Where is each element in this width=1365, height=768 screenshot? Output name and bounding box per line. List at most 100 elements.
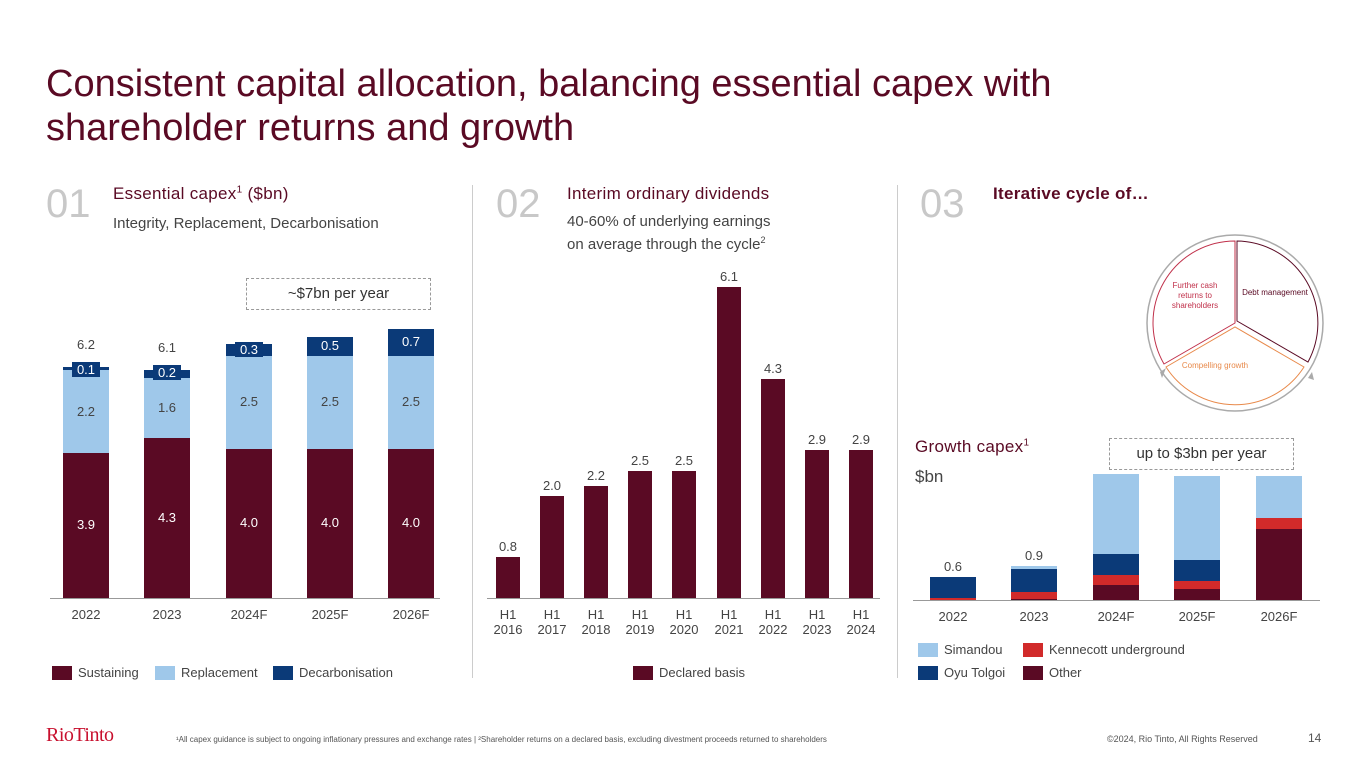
legend-swatch — [155, 665, 175, 680]
x-tick-label: H1 2021 — [699, 607, 759, 637]
x-tick-label: 2024F — [1086, 609, 1146, 624]
bar-kennecott-underground — [1174, 580, 1220, 589]
cycle-label-debt: Debt management — [1242, 288, 1308, 297]
legend-swatch — [1023, 665, 1043, 680]
tick-text: 2025F — [1178, 609, 1216, 624]
data-label: 1.6 — [157, 399, 177, 415]
legend-swatch — [273, 665, 293, 680]
x-tick-label: H1 2023 — [787, 607, 847, 637]
total-label: 0.6 — [943, 559, 963, 575]
legend-item: Simandou — [918, 642, 1003, 657]
bar-oyu-tolgoi — [1093, 554, 1139, 576]
tick-text: 2016 — [493, 622, 523, 637]
data-label: 4.3 — [157, 509, 177, 525]
bar-declared-basis — [496, 557, 520, 598]
tick-text: 2026F — [392, 607, 430, 622]
tick-text: 2023 — [802, 622, 832, 637]
legend-label: Declared basis — [659, 665, 745, 680]
arrow-icon — [1160, 368, 1166, 378]
data-label: 0.2 — [153, 365, 181, 381]
bar-sustaining — [63, 452, 109, 598]
data-label: 2.0 — [542, 478, 562, 493]
x-tick-label: 2023 — [137, 607, 197, 622]
bar-declared-basis — [849, 450, 873, 598]
data-label: 2.5 — [320, 394, 340, 410]
bar-replacement — [144, 377, 190, 438]
legend-label: Simandou — [944, 642, 1003, 657]
bar-replacement — [307, 355, 353, 449]
data-label: 6.1 — [719, 268, 739, 284]
legend-item: Sustaining — [52, 665, 139, 680]
divider — [897, 185, 898, 678]
tick-text: 2019 — [625, 622, 655, 637]
section-number: 01 — [46, 182, 91, 226]
bar-other — [1093, 584, 1139, 600]
x-tick-label: 2026F — [1249, 609, 1309, 624]
cycle-label-growth: Compelling growth — [1181, 361, 1249, 370]
bar-declared-basis — [672, 470, 696, 598]
bar-kennecott-underground — [1256, 517, 1302, 530]
x-tick-label: 2025F — [300, 607, 360, 622]
bar-simandou — [1174, 475, 1220, 560]
footnote-ref: 1 — [1023, 437, 1030, 449]
x-tick-label: H1 2024 — [831, 607, 891, 637]
data-label: 2.5 — [239, 394, 259, 410]
legend-swatch — [633, 665, 653, 680]
page-title: Consistent capital allocation, balancing… — [46, 63, 1052, 149]
tick-text: 2023 — [1019, 609, 1049, 624]
subtitle-text: on average through the cycle — [567, 236, 761, 253]
page-number: 14 — [1308, 731, 1322, 745]
arrow-icon — [1308, 372, 1314, 380]
footnote-ref: 2 — [760, 235, 766, 245]
bar-replacement — [388, 355, 434, 449]
heading-text: Growth capex — [915, 437, 1024, 456]
tick-text: H1 — [764, 607, 782, 622]
tick-text: 2026F — [1260, 609, 1298, 624]
section-number: 02 — [496, 182, 541, 226]
bar-oyu-tolgoi — [1011, 569, 1057, 593]
callout-box: ~$7bn per year — [246, 278, 431, 310]
tick-text: 2023 — [152, 607, 182, 622]
tick-text: 2022 — [938, 609, 968, 624]
callout-box: up to $3bn per year — [1109, 438, 1294, 470]
segment-growth — [1165, 326, 1305, 406]
data-label: 4.0 — [401, 515, 421, 531]
cycle-ring — [1146, 234, 1324, 412]
data-label: 2.5 — [630, 452, 650, 468]
tick-text: 2024 — [846, 622, 876, 637]
bar-kennecott-underground — [1093, 575, 1139, 585]
segment-returns — [1152, 240, 1236, 365]
bar-oyu-tolgoi — [1174, 559, 1220, 581]
legend-swatch — [1023, 642, 1043, 657]
legend-label: Decarbonisation — [299, 665, 393, 680]
legend-item: Decarbonisation — [273, 665, 393, 680]
legend-item: Other — [1023, 665, 1082, 680]
total-label: 6.1 — [157, 340, 177, 356]
x-tick-label: H1 2022 — [743, 607, 803, 637]
tick-text: H1 — [499, 607, 517, 622]
bar-declared-basis — [717, 286, 741, 598]
bar-sustaining — [388, 448, 434, 598]
legend-item: Kennecott underground — [1023, 642, 1185, 657]
footnote-ref: 1 — [236, 184, 243, 196]
bar-other — [1011, 598, 1057, 600]
data-label: 4.0 — [320, 515, 340, 531]
data-label: 0.3 — [235, 341, 263, 357]
tick-text: 2021 — [714, 622, 744, 637]
bar-oyu-tolgoi — [930, 577, 976, 599]
bar-declared-basis — [761, 378, 785, 598]
data-label: 2.5 — [674, 452, 694, 468]
tick-text: 2025F — [311, 607, 349, 622]
rio-tinto-logo: RioTinto — [46, 724, 114, 746]
bar-declared-basis — [805, 450, 829, 598]
total-label: 6.2 — [76, 336, 96, 352]
subtitle-line: on average through the cycle2 — [567, 231, 770, 254]
data-label: 2.5 — [401, 394, 421, 410]
tick-text: 2017 — [537, 622, 567, 637]
legend-label: Oyu Tolgoi — [944, 665, 1006, 680]
x-tick-label: H1 2018 — [566, 607, 626, 637]
data-label: 0.8 — [498, 539, 518, 555]
data-label: 2.9 — [851, 432, 871, 448]
x-tick-label: 2026F — [381, 607, 441, 622]
divider — [472, 185, 473, 678]
